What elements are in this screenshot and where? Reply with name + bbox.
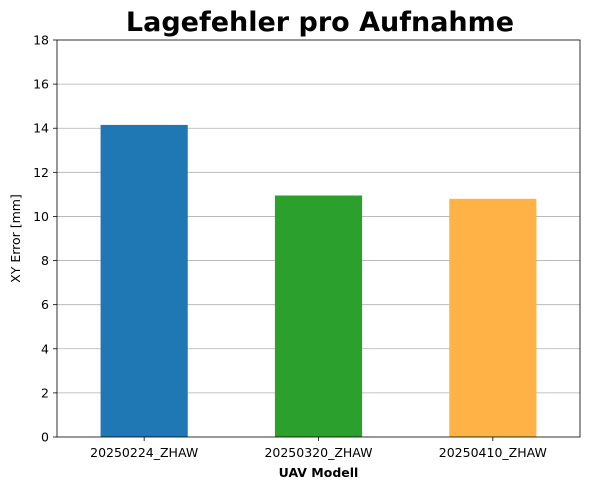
y-tick-label-2: 2	[41, 385, 49, 400]
y-tick-label-4: 4	[41, 341, 49, 356]
y-tick-label-14: 14	[33, 121, 49, 136]
bar-20250224_ZHAW	[100, 124, 188, 438]
chart-title: Lagefehler pro Aufnahme	[126, 7, 514, 38]
bar-20250410_ZHAW	[449, 198, 537, 437]
x-tick-label-20250224_ZHAW: 20250224_ZHAW	[90, 445, 198, 460]
y-axis-label: XY Error [mm]	[8, 194, 23, 283]
y-axis: 0 2 4 6 8 10 12 14 16 18	[33, 33, 57, 445]
y-tick-label-10: 10	[33, 209, 49, 224]
x-axis-label: UAV Modell	[279, 465, 359, 480]
bar-20250320_ZHAW	[274, 195, 363, 437]
x-tick-label-20250410_ZHAW: 20250410_ZHAW	[439, 445, 547, 460]
y-tick-label-12: 12	[33, 165, 49, 180]
y-tick-label-0: 0	[41, 430, 49, 445]
x-axis: 20250224_ZHAW 20250320_ZHAW 20250410_ZHAW	[90, 437, 547, 460]
x-tick-label-20250320_ZHAW: 20250320_ZHAW	[264, 445, 372, 460]
bars	[100, 124, 537, 438]
y-tick-label-16: 16	[33, 77, 49, 92]
y-tick-label-6: 6	[41, 297, 49, 312]
y-tick-label-8: 8	[41, 253, 49, 268]
y-tick-label-18: 18	[33, 33, 49, 48]
